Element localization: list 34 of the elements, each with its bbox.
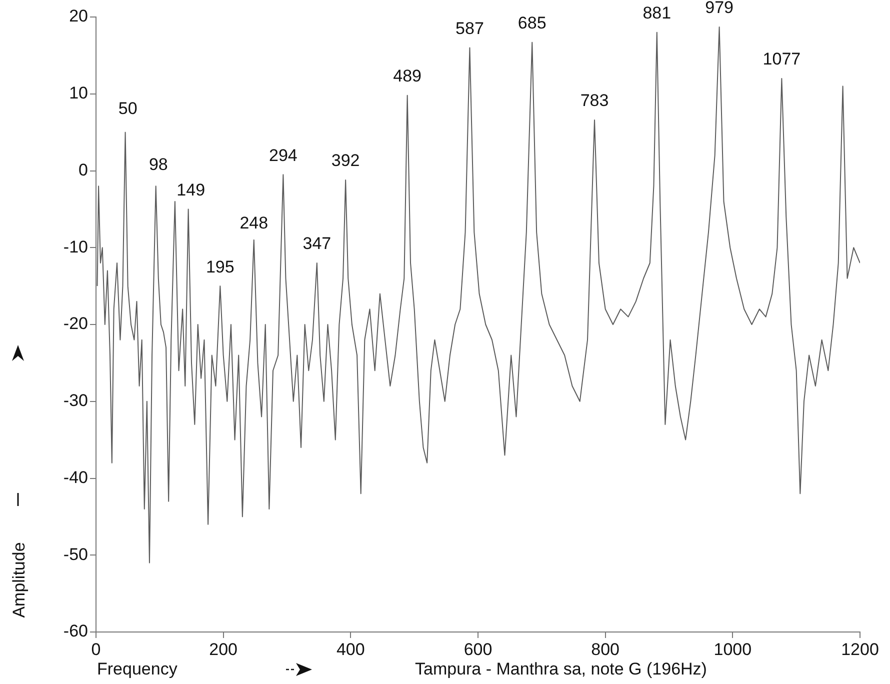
- x-tick-label: 1200: [841, 640, 879, 659]
- annotation: 195: [206, 257, 234, 276]
- annotation: 98: [148, 155, 168, 174]
- y-tick-label: -20: [63, 314, 88, 334]
- annotation: 979: [705, 0, 734, 18]
- annotation: 1077: [762, 50, 801, 69]
- x-axis-title: Frequency: [97, 660, 178, 679]
- annotation: 881: [642, 4, 672, 23]
- x-tick-label: 1000: [714, 640, 752, 659]
- y-tick-label: -50: [63, 544, 88, 564]
- annotation: 248: [240, 213, 268, 232]
- y-tick-label: -60: [63, 622, 88, 641]
- y-tick-label: 20: [69, 6, 88, 26]
- x-tick-label: 0: [91, 640, 101, 659]
- y-tick-label: 10: [69, 84, 88, 103]
- annotation: 347: [302, 234, 332, 254]
- y-axis-title: Amplitude: [10, 542, 29, 618]
- annotation: 294: [268, 146, 298, 165]
- x-tick-label: 800: [591, 640, 620, 659]
- y-tick-label: -30: [63, 391, 88, 410]
- x-tick-label: 600: [464, 640, 492, 659]
- annotation: 783: [580, 91, 609, 110]
- text: Tampura - Manthra sa, note G (196Hz): [415, 660, 707, 679]
- annotation: 50: [118, 98, 138, 118]
- y-tick-label: -10: [63, 237, 88, 256]
- annotation: 392: [331, 151, 360, 170]
- annotation: 489: [393, 66, 422, 86]
- annotation: 587: [456, 18, 484, 38]
- annotation: 685: [518, 14, 546, 33]
- x-tick-label: 200: [209, 640, 238, 659]
- y-tick-label: -40: [63, 468, 88, 487]
- annotation: 149: [176, 180, 206, 200]
- y-tick-label: 0: [78, 160, 88, 180]
- x-tick-label: 400: [336, 640, 365, 659]
